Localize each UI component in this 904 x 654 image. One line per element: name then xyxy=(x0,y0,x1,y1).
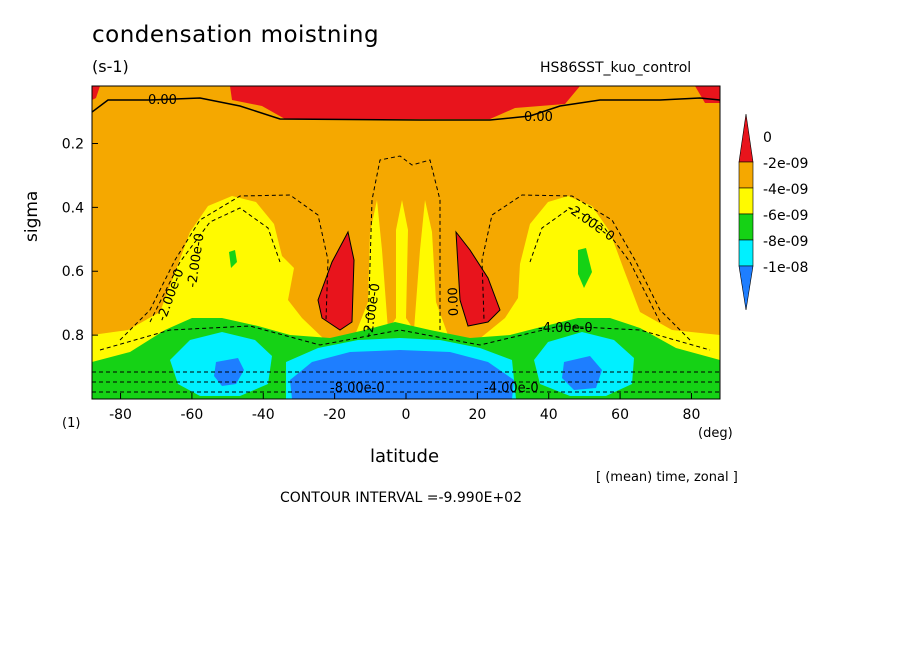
region-positive-lobe-left xyxy=(317,230,355,331)
units-label: (s-1) xyxy=(92,57,129,76)
x-axis-ticks: -80 -60 -40 -20 0 20 40 60 80 xyxy=(109,393,700,423)
legend-swatch xyxy=(738,239,754,267)
contour-label: 0.00 xyxy=(524,110,553,125)
legend-swatch xyxy=(738,161,754,189)
region-minus8-center xyxy=(290,350,514,399)
level-note: (1) xyxy=(62,416,81,431)
legend-label: 0 xyxy=(763,130,772,146)
x-tick-label: 80 xyxy=(683,407,701,423)
x-tick-label: -60 xyxy=(180,407,203,423)
legend-swatch xyxy=(738,213,754,241)
x-tick-label: 60 xyxy=(611,407,629,423)
contour-dashed-1 xyxy=(119,194,329,341)
y-tick-label: 0.4 xyxy=(62,200,84,216)
x-axis-unit: (deg) xyxy=(698,426,733,441)
legend-label: -1e-08 xyxy=(763,260,808,276)
x-tick-label: -20 xyxy=(323,407,346,423)
legend-swatch xyxy=(738,187,754,215)
legend-swatch xyxy=(738,113,754,163)
contour-label: -8.00e-0 xyxy=(330,381,385,396)
dataset-label: HS86SST_kuo_control xyxy=(540,60,692,76)
x-tick-label: -40 xyxy=(252,407,275,423)
region-minus4-spot-left xyxy=(229,250,237,268)
contour-dashed-5 xyxy=(529,207,661,323)
x-tick-label: 0 xyxy=(402,407,411,423)
y-axis-ticks: 0.2 0.4 0.6 0.8 xyxy=(62,136,98,344)
region-positive-corner-left xyxy=(92,86,100,100)
legend-label: -4e-09 xyxy=(763,182,808,198)
contour-dashed-6 xyxy=(99,325,711,351)
dashed-contours xyxy=(92,155,720,393)
contour-dashed-2 xyxy=(481,194,691,341)
contour-zero-top xyxy=(92,97,720,121)
legend-label: -8e-09 xyxy=(763,234,808,250)
y-tick-label: 0.8 xyxy=(62,328,84,344)
x-tick-label: -80 xyxy=(109,407,132,423)
y-tick-label: 0.6 xyxy=(62,264,84,280)
averaging-note: [ (mean) time, zonal ] xyxy=(596,470,738,485)
contour-label: 0.00 xyxy=(148,93,177,108)
plot-area: 0.00 0.00 -2.00e-0 -2.00e-0 -2.00e-0 0.0… xyxy=(92,86,720,399)
y-tick-label: 0.2 xyxy=(62,136,84,152)
region-positive-top xyxy=(230,86,580,119)
color-legend: 0 -2e-09 -4e-09 -6e-09 -8e-09 -1e-08 xyxy=(738,113,808,311)
legend-label: -2e-09 xyxy=(763,156,808,172)
chart-title: condensation moistning xyxy=(92,22,380,48)
x-axis-label: latitude xyxy=(370,446,440,467)
region-minus4-spot-right xyxy=(578,248,592,288)
x-tick-label: 20 xyxy=(468,407,486,423)
contour-interval-note: CONTOUR INTERVAL =-9.990E+02 xyxy=(280,490,522,506)
contour-dashed-4 xyxy=(149,207,281,323)
contour-label: -4.00e-0 xyxy=(484,381,539,396)
x-tick-label: 40 xyxy=(540,407,558,423)
contour-dashed-3 xyxy=(367,155,441,331)
contour-label: -4.00e-0 xyxy=(538,321,593,336)
contour-label: 0.00 xyxy=(446,287,462,316)
legend-swatch xyxy=(738,265,754,311)
legend-label: -6e-09 xyxy=(763,208,808,224)
region-positive-lobe-right xyxy=(455,230,501,327)
